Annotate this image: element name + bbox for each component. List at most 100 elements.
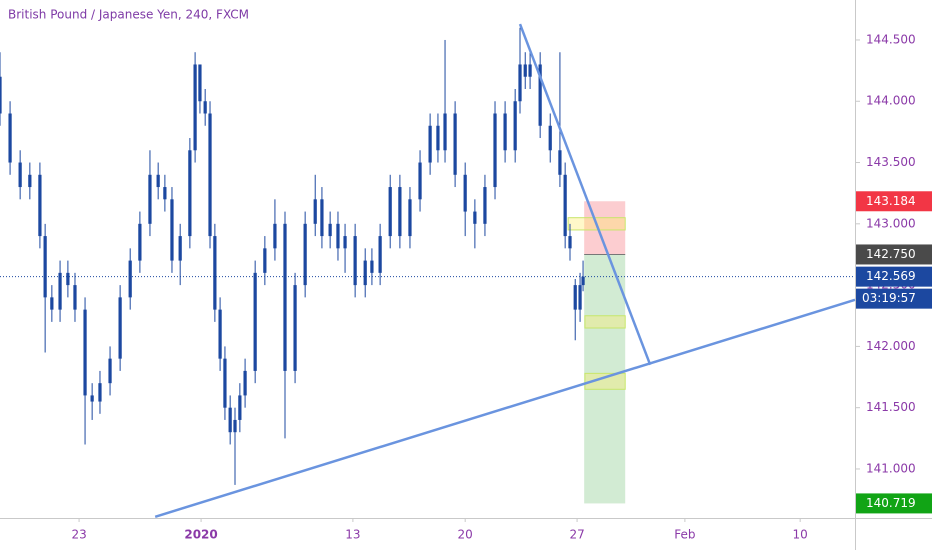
candle-body [436, 125, 440, 151]
y-tick-label: 144.000 [866, 94, 916, 108]
candle-body [523, 64, 527, 77]
candle-body [303, 223, 307, 286]
candle-body [453, 113, 457, 175]
price-tag [856, 244, 932, 265]
candle-body [90, 395, 94, 402]
candle-body [0, 76, 2, 114]
x-tick-label: Feb [674, 528, 695, 542]
candle-body [428, 125, 432, 163]
candle-body [336, 223, 340, 249]
candle-body [581, 276, 585, 286]
candle-body [138, 223, 142, 261]
zone [584, 315, 626, 329]
countdown: 03:19:57 [862, 291, 916, 305]
candle-body [118, 297, 122, 359]
trend-line [154, 298, 856, 518]
candle-body [528, 64, 532, 77]
candle-body [83, 309, 87, 396]
price-tag-label: 140.719 [866, 496, 916, 510]
candle-body [283, 223, 287, 371]
candle-body [58, 272, 62, 310]
trend-line [518, 23, 652, 366]
y-tick-label: 143.500 [866, 155, 916, 169]
target-zone [584, 254, 626, 504]
price-tag-label: 143.184 [866, 194, 916, 208]
price-tag-label: 142.750 [866, 247, 916, 261]
y-tick-label: 143.000 [866, 216, 916, 230]
candle-body [218, 309, 222, 359]
candle-body [238, 395, 242, 420]
candle-body [163, 187, 167, 200]
candle-body [293, 285, 297, 371]
candle-body [228, 407, 232, 433]
candle-body [578, 285, 582, 310]
x-tick-label: 20 [458, 528, 473, 542]
candle-body [513, 101, 517, 151]
candle-body [198, 64, 202, 102]
candle-body [203, 101, 207, 114]
candle-body [443, 113, 447, 151]
candle-body [378, 236, 382, 273]
candle-body [558, 150, 562, 175]
candle-body [108, 358, 112, 384]
candle-body [148, 174, 152, 224]
candle-body [503, 113, 507, 151]
candle-body [50, 297, 54, 310]
candle-body [418, 162, 422, 200]
candle-body [563, 174, 567, 237]
candle-body [573, 285, 577, 310]
candle-body [370, 260, 374, 273]
x-tick-label: 10 [793, 528, 808, 542]
candle-body [263, 248, 267, 273]
candle-body [408, 199, 412, 237]
candle-body [128, 260, 132, 298]
candle-body [463, 174, 467, 212]
candle-body [353, 236, 357, 286]
price-tag [856, 266, 932, 287]
candle-body [193, 64, 197, 151]
candle-body [363, 260, 367, 286]
candle-body [473, 211, 477, 224]
y-tick-label: 144.500 [866, 32, 916, 46]
price-tag-label: 142.569 [866, 269, 916, 283]
candle-body [518, 64, 522, 102]
candle-body [213, 236, 217, 310]
candle-body [208, 113, 212, 237]
candle-body [388, 187, 392, 237]
chart-title: British Pound / Japanese Yen, 240, FXCM [8, 8, 249, 22]
x-tick-label: 27 [569, 528, 584, 542]
price-tag [856, 493, 932, 514]
y-tick-label: 141.500 [866, 400, 916, 414]
x-tick-label: 13 [345, 528, 360, 542]
candle-body [320, 199, 324, 237]
candle-body [548, 125, 552, 151]
y-tick-label: 142.000 [866, 339, 916, 353]
candle-body [568, 236, 572, 249]
candle-body [188, 150, 192, 237]
y-tick-label: 141.000 [866, 461, 916, 475]
candle-body [8, 113, 12, 163]
candle-body [43, 236, 47, 298]
x-tick-label: 2020 [184, 528, 217, 542]
candle-body [98, 383, 102, 402]
candle-body [73, 285, 77, 310]
candle-body [178, 236, 182, 261]
candle-body [483, 187, 487, 224]
candle-body [28, 174, 32, 188]
candle-body [253, 272, 257, 371]
candle-body [493, 113, 497, 188]
candle-body [538, 64, 542, 126]
candle-body [18, 162, 22, 188]
candle-body [313, 199, 317, 224]
candle-body [398, 187, 402, 237]
candle-body [223, 358, 227, 408]
candle-body [233, 419, 237, 433]
countdown-box [856, 288, 932, 309]
candle-body [170, 199, 174, 261]
candle-body [273, 223, 277, 249]
candle-body [66, 272, 70, 286]
x-tick-label: 23 [71, 528, 86, 542]
zone [584, 372, 626, 390]
